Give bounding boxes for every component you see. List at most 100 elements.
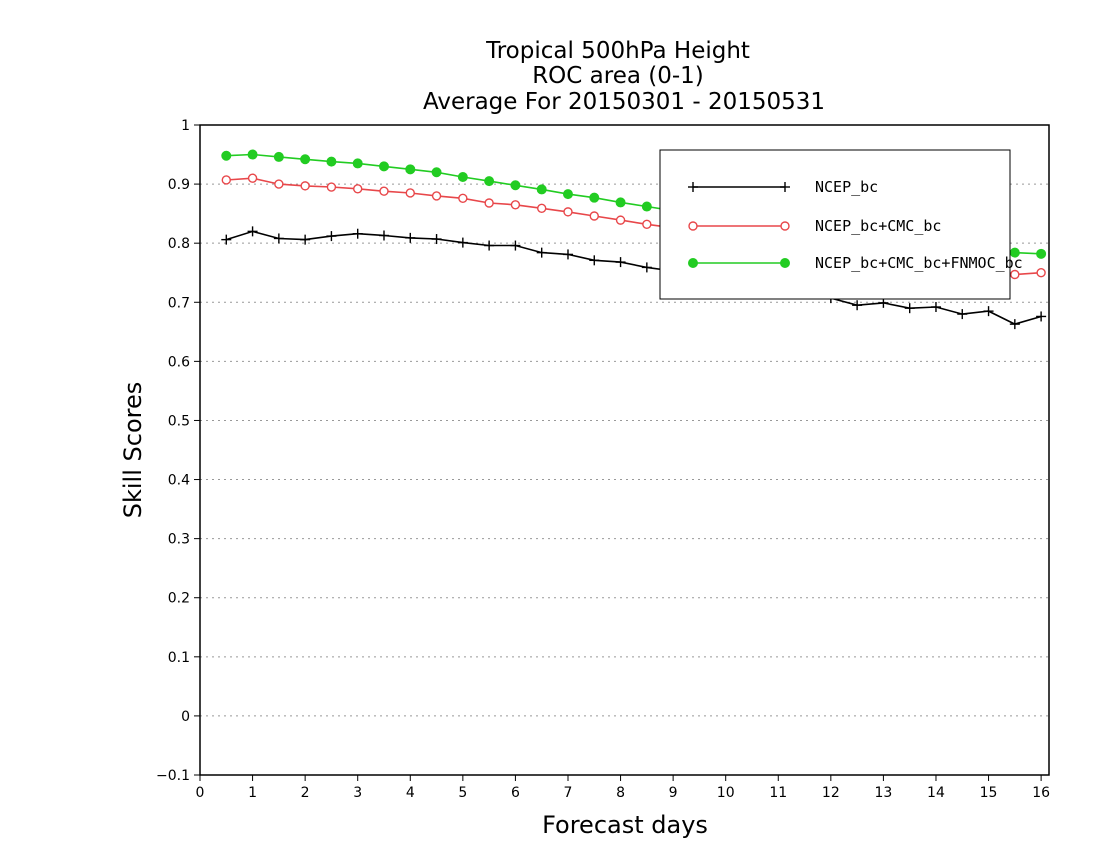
data-point (273, 233, 284, 244)
data-point (247, 226, 258, 237)
data-point (1036, 311, 1047, 322)
data-point (273, 151, 284, 162)
x-tick-label: 13 (874, 785, 892, 801)
x-tick-label: 7 (564, 785, 573, 801)
data-point (983, 306, 994, 317)
data-point (878, 297, 889, 308)
data-point (405, 232, 416, 243)
data-point (641, 201, 652, 212)
x-tick-label: 1 (248, 785, 257, 801)
y-tick-label: 0.8 (168, 236, 190, 252)
legend-marker (780, 221, 790, 231)
data-point (930, 302, 941, 312)
x-tick-label: 10 (717, 785, 735, 801)
data-point (536, 247, 547, 258)
x-tick-label: 5 (458, 785, 467, 801)
data-point (274, 179, 284, 189)
x-tick-label: 2 (301, 785, 310, 801)
data-point (536, 184, 547, 195)
x-tick-label: 11 (769, 785, 787, 801)
data-point (352, 158, 363, 169)
plot-frame (199, 124, 1050, 776)
y-axis-ticks: −0.1 0 0.1 0.2 0.3 0.4 0.5 0.6 0.7 0.8 0.9 1 (156, 118, 200, 784)
data-point (484, 176, 495, 187)
legend-item: NCEP_bc+CMC_bc+FNMOC_bc (688, 254, 1023, 272)
data-point (537, 203, 547, 214)
legend-item: NCEP_bc (688, 178, 878, 196)
data-point (352, 228, 363, 239)
data-point (615, 257, 626, 268)
data-point (300, 234, 311, 245)
data-point (378, 230, 389, 241)
data-point (326, 182, 337, 192)
data-point (642, 219, 652, 229)
y-tick-label: 0.6 (168, 354, 190, 370)
data-point (247, 173, 258, 183)
data-point (484, 240, 495, 251)
chart-title-line-3: Average For 20150301 - 20150531 (423, 89, 825, 115)
y-tick-label: 0.2 (168, 591, 190, 607)
data-point (562, 249, 573, 260)
data-point (458, 193, 468, 203)
data-point (852, 300, 863, 311)
data-point (431, 234, 442, 245)
x-tick-label: 9 (669, 785, 678, 801)
y-tick-label: 0.5 (168, 413, 190, 429)
data-point (615, 215, 626, 225)
data-point (1009, 319, 1020, 330)
legend-label: NCEP_bc (815, 178, 878, 196)
data-point (405, 164, 416, 175)
data-point (563, 207, 573, 217)
data-point (300, 154, 311, 165)
legend-marker (688, 221, 698, 231)
legend-label: NCEP_bc+CMC_bc+FNMOC_bc (815, 254, 1023, 272)
x-tick-label: 8 (616, 785, 625, 801)
y-tick-label: −0.1 (156, 768, 190, 784)
data-point (1036, 248, 1047, 259)
legend-marker (780, 258, 790, 268)
data-point (589, 211, 599, 221)
data-point (510, 180, 521, 191)
x-tick-label: 14 (927, 785, 945, 801)
data-point (326, 156, 337, 167)
data-point (589, 255, 600, 266)
data-point (378, 161, 389, 172)
x-tick-label: 0 (196, 785, 205, 801)
legend: NCEP_bc NCEP_bc+CMC_bc NCEP_bc+CMC_bc+FNMO… (659, 149, 1023, 300)
x-tick-label: 4 (406, 785, 415, 801)
data-point (379, 186, 389, 196)
data-point (1036, 268, 1046, 278)
data-point (1010, 269, 1020, 280)
x-tick-label: 12 (822, 785, 840, 801)
y-tick-label: 0.3 (168, 532, 190, 548)
data-point (353, 184, 363, 194)
chart-title-line-2: ROC area (0-1) (532, 63, 704, 89)
data-point (641, 262, 652, 273)
data-point (326, 231, 337, 242)
data-point (589, 192, 600, 203)
x-tick-label: 6 (511, 785, 520, 801)
legend-marker (688, 258, 698, 268)
y-tick-label: 0.7 (168, 295, 190, 311)
data-point (904, 303, 915, 314)
data-point (247, 149, 258, 160)
data-point (221, 150, 232, 161)
x-axis-label: Forecast days (542, 811, 708, 839)
y-tick-label: 0.9 (168, 177, 190, 193)
data-point (431, 191, 442, 201)
data-point (484, 198, 494, 208)
data-point (562, 189, 573, 200)
legend-label: NCEP_bc+CMC_bc (815, 217, 941, 235)
data-point (457, 172, 468, 182)
y-tick-label: 1 (181, 118, 190, 134)
x-tick-label: 15 (980, 785, 998, 801)
data-point (510, 200, 521, 210)
legend-item: NCEP_bc+CMC_bc (688, 217, 941, 235)
y-axis-label: Skill Scores (119, 382, 147, 519)
y-tick-label: 0 (181, 709, 190, 725)
x-axis-ticks: 0 1 2 3 4 5 6 7 8 9 10 11 12 13 14 15 16 (196, 775, 1050, 801)
y-tick-label: 0.4 (168, 473, 190, 489)
data-point (221, 175, 231, 185)
x-tick-label: 16 (1032, 785, 1050, 801)
